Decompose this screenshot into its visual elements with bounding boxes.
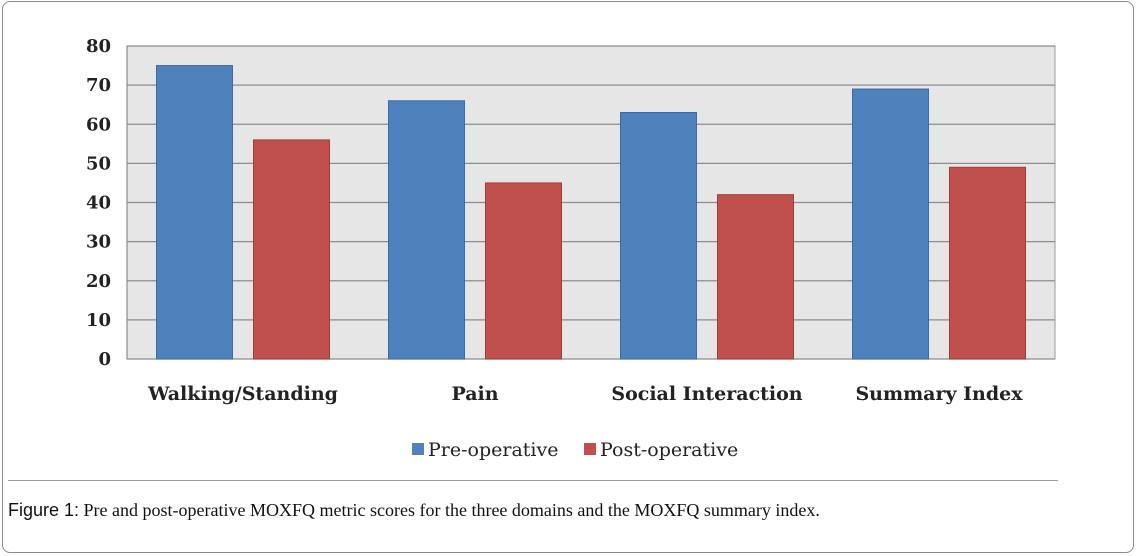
y-tick-label: 50 bbox=[86, 153, 111, 174]
x-category-label: Social Interaction bbox=[611, 383, 802, 405]
bar-chart: 0 10 20 30 40 50 60 70 80 Walking/Standing Pain Soc… bbox=[86, 36, 1056, 461]
caption-separator bbox=[8, 480, 1058, 481]
caption-text: Pre and post-operative MOXFQ metric scor… bbox=[79, 500, 820, 520]
bar bbox=[253, 139, 330, 360]
caption-label: Figure 1: bbox=[8, 500, 80, 520]
y-tick-label: 30 bbox=[86, 232, 111, 253]
bar bbox=[717, 194, 794, 360]
bar bbox=[852, 88, 929, 360]
figure-caption: Figure 1: Pre and post-operative MOXFQ m… bbox=[8, 500, 1118, 521]
legend-label: Post-operative bbox=[600, 439, 738, 461]
bar bbox=[485, 182, 562, 360]
y-tick-label: 20 bbox=[86, 271, 111, 292]
y-tick-label: 70 bbox=[86, 75, 111, 96]
y-tick-label: 80 bbox=[86, 36, 111, 57]
bar bbox=[620, 112, 697, 360]
legend-swatch bbox=[412, 443, 424, 455]
legend-swatch bbox=[584, 443, 596, 455]
bar bbox=[388, 100, 465, 360]
y-tick-label: 10 bbox=[86, 310, 111, 331]
x-category-label: Walking/Standing bbox=[147, 383, 338, 405]
y-tick-label: 0 bbox=[98, 349, 111, 370]
bar bbox=[949, 166, 1026, 360]
x-category-label: Summary Index bbox=[855, 383, 1023, 405]
y-tick-label: 60 bbox=[86, 114, 111, 135]
y-tick-label: 40 bbox=[86, 193, 111, 214]
x-category-label: Pain bbox=[451, 383, 498, 405]
legend-label: Pre-operative bbox=[428, 439, 558, 461]
bar bbox=[156, 65, 233, 360]
